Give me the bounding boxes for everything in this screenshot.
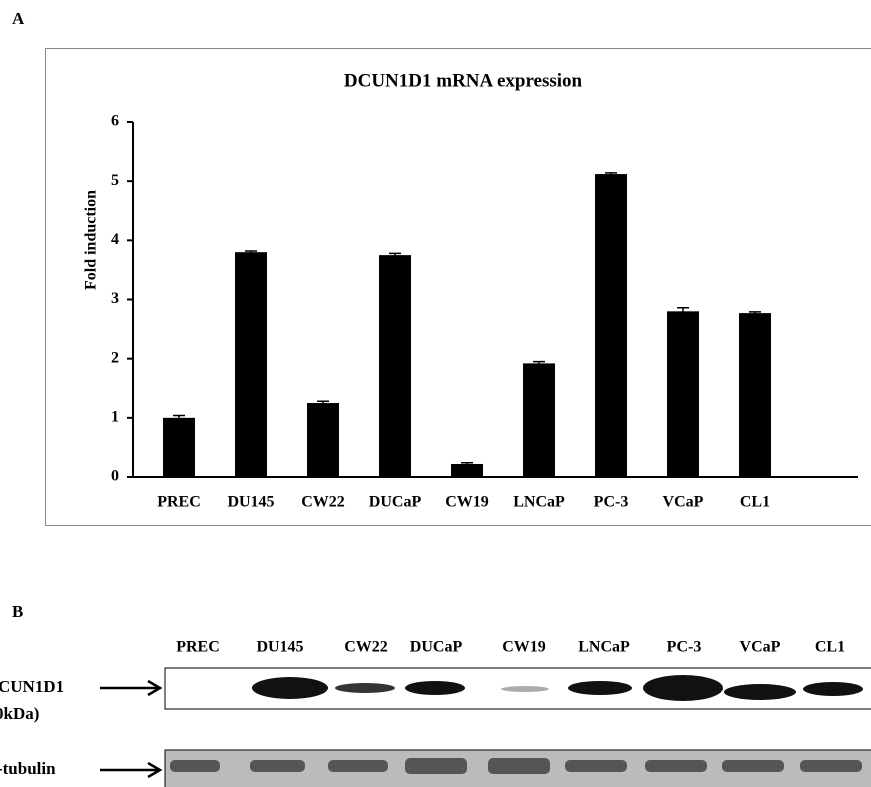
bar — [451, 464, 483, 477]
bar — [595, 174, 627, 477]
row-label: β-tubulin — [0, 759, 56, 778]
lane-label: CW19 — [502, 639, 546, 656]
y-tick-label: 2 — [111, 349, 119, 366]
x-tick-label: PREC — [157, 494, 201, 511]
chart-title: DCUN1D1 mRNA expression — [344, 70, 583, 91]
bar — [739, 313, 771, 477]
x-tick-label: CW22 — [301, 494, 345, 511]
row-label: CUN1D1 — [0, 677, 64, 696]
plot: 0 1 2 3 4 5 6 PREC DU145 CW22 DUCaP CW19 LNCaP PC-3 VC… — [111, 113, 771, 511]
y-tick-label: 3 — [111, 290, 119, 307]
bar — [163, 418, 195, 477]
y-tick-label: 4 — [111, 231, 119, 248]
lane-label: CW22 — [344, 639, 388, 656]
lane-labels: PREC DU145 CW22 DUCaP CW19 LNCaP PC-3 VCaP CL1 — [176, 639, 845, 656]
band — [565, 760, 627, 772]
bar — [307, 403, 339, 477]
band — [335, 683, 395, 693]
band — [252, 677, 328, 699]
panel-label: A — [12, 9, 25, 28]
x-tick-label: LNCaP — [513, 494, 565, 511]
lane-label: CL1 — [815, 639, 845, 656]
band — [405, 681, 465, 695]
band — [568, 681, 632, 695]
x-tick-label: PC-3 — [594, 494, 629, 511]
x-tick-label: VCaP — [663, 494, 704, 511]
band — [643, 675, 723, 701]
lane-label: PC-3 — [667, 639, 702, 656]
y-tick-label: 6 — [111, 113, 119, 130]
lane-label: DU145 — [256, 639, 303, 656]
row-sublabel: 0kDa) — [0, 704, 39, 723]
lane-label: LNCaP — [578, 639, 630, 656]
blot-bands — [170, 758, 862, 774]
band — [501, 686, 549, 692]
band — [488, 758, 550, 774]
band — [250, 760, 305, 772]
band — [645, 760, 707, 772]
lane-label: PREC — [176, 639, 220, 656]
x-tick-label: CW19 — [445, 494, 489, 511]
band — [328, 760, 388, 772]
x-tick-label: DU145 — [227, 494, 274, 511]
y-axis-label: Fold induction — [83, 190, 100, 290]
band — [722, 760, 784, 772]
band — [800, 760, 862, 772]
bar — [667, 311, 699, 477]
band — [170, 760, 220, 772]
lane-label: DUCaP — [410, 639, 463, 656]
band — [803, 682, 863, 696]
band — [724, 684, 796, 700]
bar — [523, 363, 555, 477]
y-tick-label: 0 — [111, 468, 119, 485]
panel-label: B — [12, 602, 23, 621]
x-tick-label: CL1 — [740, 494, 770, 511]
x-tick-label: DUCaP — [369, 494, 422, 511]
bar — [379, 255, 411, 477]
y-tick-label: 1 — [111, 409, 119, 426]
bar — [235, 252, 267, 477]
band — [405, 758, 467, 774]
figure: A DCUN1D1 mRNA expression Fold induction… — [0, 0, 871, 787]
lane-label: VCaP — [740, 639, 781, 656]
y-tick-label: 5 — [111, 172, 119, 189]
